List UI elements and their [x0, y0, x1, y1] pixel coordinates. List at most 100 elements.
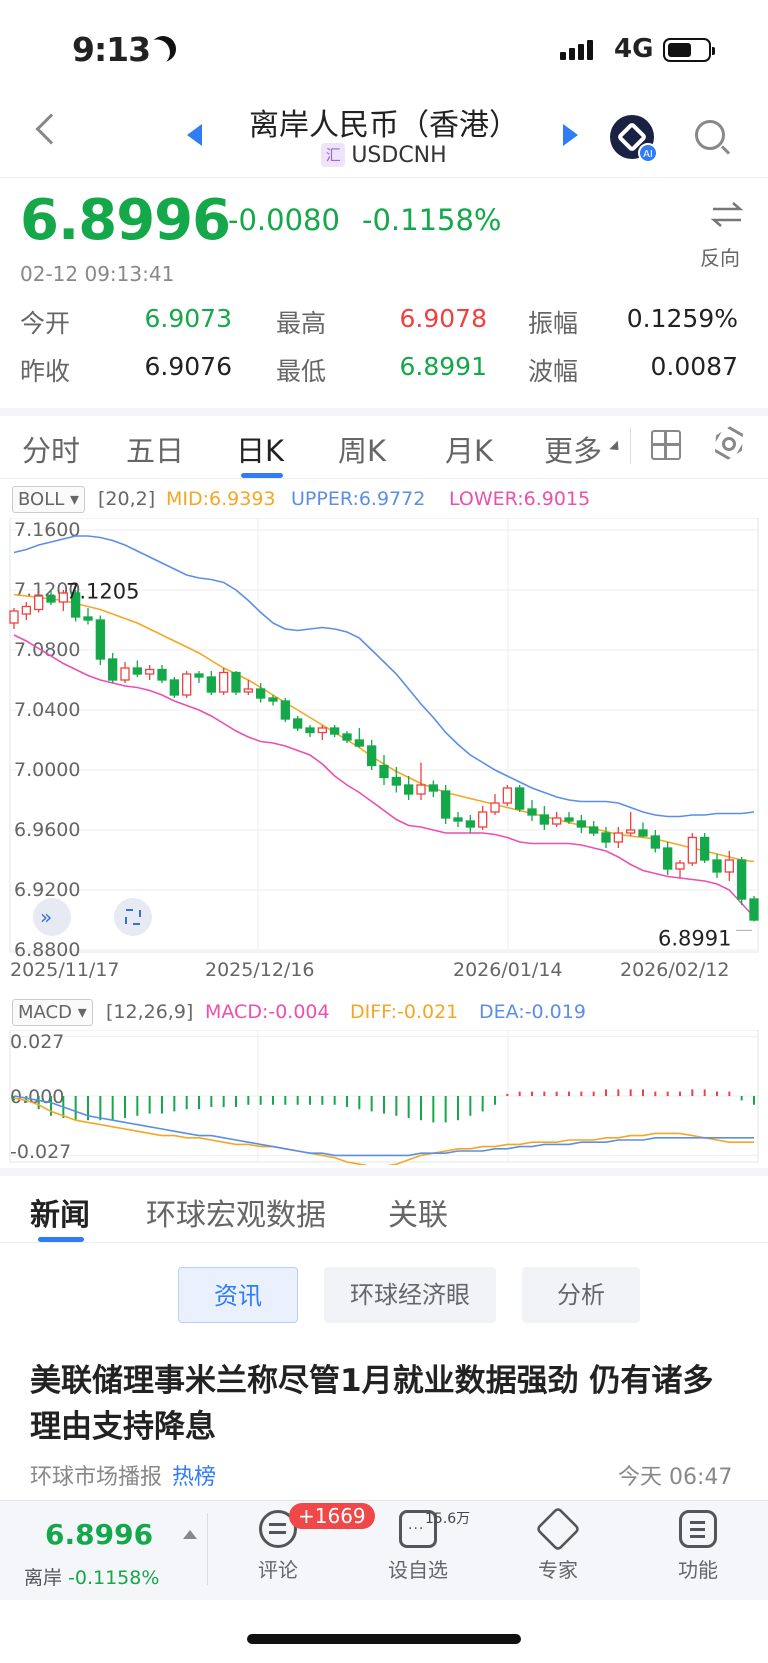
news-time: 今天 06:47 [618, 1465, 733, 1490]
stat-label: 最低 [276, 357, 327, 386]
indicator-select-boll[interactable]: BOLL ▾ [12, 486, 86, 513]
network-type: 4G [614, 34, 654, 64]
x-tick-label: 2026/01/14 [453, 959, 563, 978]
candle-body [182, 673, 192, 696]
candle-body [663, 847, 673, 870]
boll-upper: UPPER:6.9772 [291, 488, 426, 510]
candle-body [305, 727, 315, 734]
add-watchlist-button[interactable]: ··· 设自选 [383, 1510, 453, 1583]
candle-body [515, 787, 525, 810]
candle-body [34, 595, 44, 611]
candle-body [478, 811, 488, 828]
y-tick-label: 7.0800 [14, 639, 80, 661]
candle-body [601, 832, 611, 843]
candle-body [527, 808, 537, 816]
candle-body [317, 727, 327, 734]
watchlist-count: 15.6万 [425, 1511, 471, 1527]
signal-icon [560, 40, 596, 60]
candle-body [120, 667, 130, 681]
candle-body [58, 592, 68, 603]
candle-body [83, 616, 93, 621]
divider [0, 177, 768, 178]
boll-params: [20,2] [98, 488, 156, 510]
comment-count-badge: +1669 [289, 1503, 375, 1529]
candle-body [231, 671, 241, 693]
prev-symbol-icon[interactable] [187, 124, 202, 146]
function-button[interactable]: 功能 [663, 1510, 733, 1583]
reverse-icon[interactable] [703, 200, 751, 234]
pill-news[interactable]: 资讯 [178, 1267, 298, 1323]
expand-left-button [33, 898, 71, 936]
fullscreen-icon [125, 909, 141, 925]
kline-chart[interactable]: 7.16007.12007.08007.04007.00006.96006.92… [0, 518, 768, 978]
macd-dea: DEA:-0.019 [479, 1001, 586, 1023]
candle-body [638, 829, 648, 837]
search-icon[interactable] [695, 120, 725, 150]
tab-news[interactable]: 新闻 [30, 1198, 90, 1233]
divider [0, 1242, 768, 1243]
section-gap [0, 408, 768, 416]
candle-body [737, 859, 747, 900]
ai-badge: AI [638, 143, 658, 163]
expert-button[interactable]: 专家 [523, 1506, 593, 1583]
candle-body [724, 859, 734, 873]
page-title: 离岸人民币（香港） [249, 108, 519, 143]
y-tick-label: 0.027 [10, 1031, 64, 1053]
tab-monthly-k[interactable]: 月K [445, 434, 494, 468]
divider [0, 478, 768, 479]
candle-body [46, 595, 56, 603]
comment-button[interactable]: 评论 [243, 1510, 313, 1583]
tab-intraday[interactable]: 分时 [22, 434, 81, 468]
pill-analysis[interactable]: 分析 [522, 1267, 640, 1323]
hot-tag[interactable]: 热榜 [172, 1465, 217, 1490]
stat-value: 6.8991 [399, 352, 487, 381]
menu-icon [679, 1510, 717, 1548]
candle-body [256, 688, 266, 699]
stat-label: 振幅 [528, 309, 579, 338]
section-gap [0, 1168, 768, 1176]
status-time: 9:13 [72, 30, 151, 69]
tab-global-macro[interactable]: 环球宏观数据 [146, 1198, 326, 1233]
candle-body [613, 832, 623, 843]
more-dropdown-icon[interactable] [609, 440, 623, 455]
price-change: -0.0080 [228, 203, 340, 237]
next-symbol-icon[interactable] [563, 124, 578, 146]
candle-body [404, 784, 414, 795]
stat-label: 昨收 [20, 357, 71, 386]
moon-icon [145, 31, 181, 67]
candle-body [243, 688, 253, 693]
y-tick-label: 7.0400 [14, 699, 80, 721]
candle-body [552, 817, 562, 825]
pill-global-economy[interactable]: 环球经济眼 [324, 1267, 496, 1323]
tab-daily-k[interactable]: 日K [236, 434, 285, 468]
layout-grid-icon[interactable] [651, 430, 681, 460]
symbol-subtitle: 汇 USDCNH [0, 143, 768, 168]
bottom-change: 离岸 -0.1158% [24, 1567, 160, 1589]
candle-body [626, 829, 636, 834]
candle-body [71, 592, 81, 618]
macd-diff: DIFF:-0.021 [350, 1001, 459, 1023]
candle-body [576, 820, 586, 828]
candle-body [441, 790, 451, 819]
indicator-select-macd[interactable]: MACD ▾ [12, 999, 93, 1026]
ai-assistant-icon[interactable]: AI [610, 115, 658, 163]
expert-label: 专家 [538, 1558, 578, 1582]
settings-icon-center [722, 437, 736, 451]
comment-label: 评论 [258, 1558, 298, 1582]
bottom-bar [0, 1500, 768, 1600]
stat-label: 波幅 [528, 357, 579, 386]
news-headline[interactable]: 美联储理事米兰称尽管1月就业数据强劲 仍有诸多理由支持降息 [30, 1363, 714, 1445]
stat-value: 6.9073 [144, 304, 232, 333]
low-annotation: 6.8991 [658, 926, 731, 950]
tab-more[interactable]: 更多 [544, 434, 603, 468]
tab-weekly-k[interactable]: 周K [338, 434, 387, 468]
tab-five-day[interactable]: 五日 [126, 434, 185, 468]
candle-body [589, 826, 599, 834]
tab-related[interactable]: 关联 [388, 1198, 448, 1233]
expand-icon[interactable] [183, 1530, 197, 1539]
reverse-label[interactable]: 反向 [700, 246, 740, 270]
candle-body [453, 817, 463, 822]
candle-body [416, 784, 426, 795]
y-tick-label: 6.9600 [14, 819, 80, 841]
